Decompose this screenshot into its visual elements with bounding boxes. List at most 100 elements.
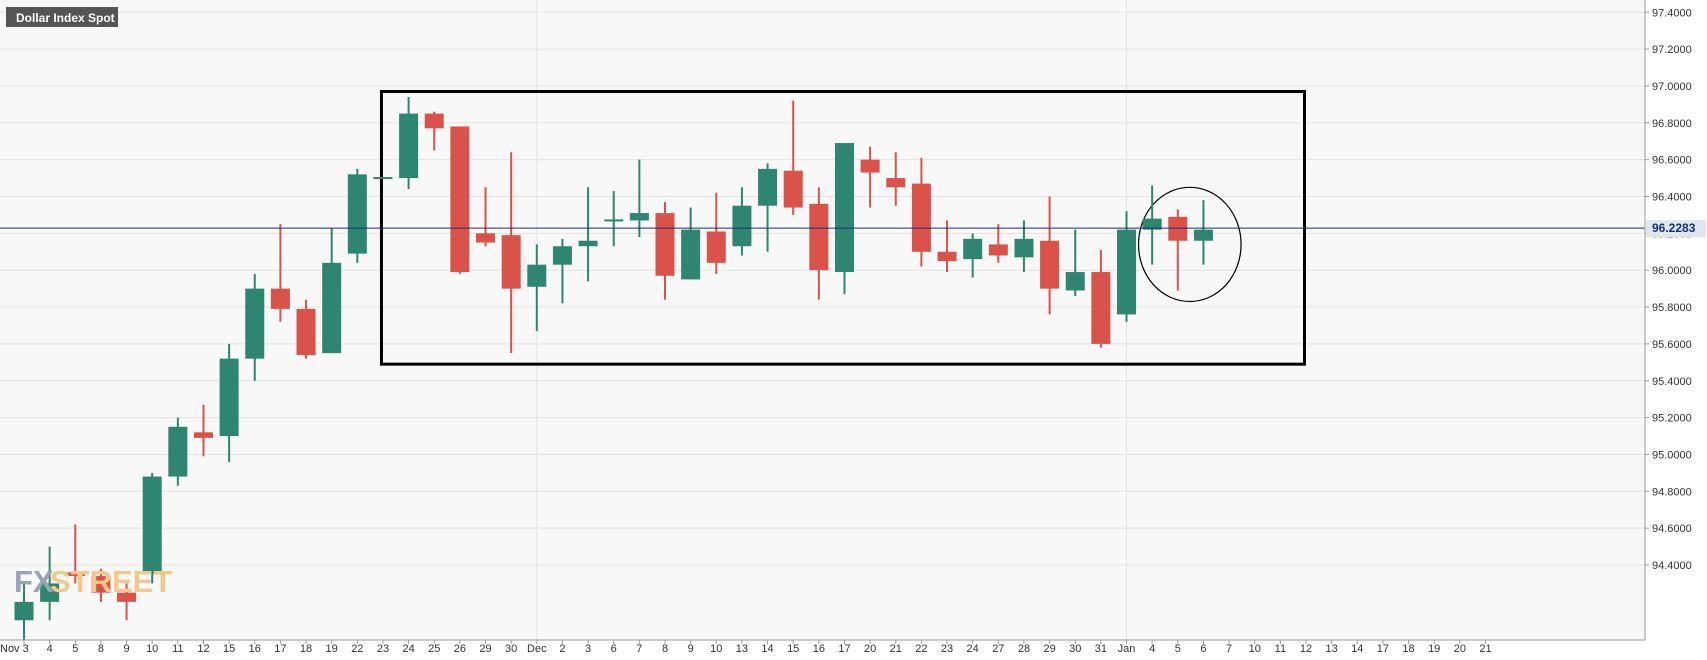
candle-body [937,251,957,261]
x-tick-label: 24 [402,643,414,655]
x-tick-label: Nov 3 [0,643,29,655]
candle-body [706,231,726,263]
x-tick-label: 5 [72,643,78,655]
candle-body [1040,240,1060,289]
x-tick-label: 2 [559,643,565,655]
candle-body [142,476,162,575]
y-tick-label: 94.8000 [1652,486,1692,498]
x-tick-label: 6 [611,643,617,655]
x-tick-label: 8 [98,643,104,655]
candle-body [117,592,137,602]
x-tick-label: 29 [1043,643,1055,655]
candle-body [65,572,85,577]
plot-background [0,0,1645,640]
candle-body [476,233,496,243]
candles-layer [14,97,1213,640]
watermark-street: STREET [50,564,172,599]
x-tick-label: 7 [636,643,642,655]
y-tick-label: 95.0000 [1652,449,1692,461]
candle-body [732,205,752,247]
y-tick-label: 95.8000 [1652,302,1692,314]
candle-body [834,143,854,273]
candle-body [270,288,290,309]
candle-body [552,246,572,265]
y-tick-label: 96.6000 [1652,155,1692,167]
x-tick-label: 23 [377,643,389,655]
x-tick-label: 22 [915,643,927,655]
x-tick-label: 6 [1200,643,1206,655]
candle-body [219,358,239,437]
chart-title-badge: Dollar Index Spot [6,7,118,27]
candle-body [193,432,213,438]
x-tick-label: 19 [326,643,338,655]
candle-body [14,601,34,621]
x-tick-label: 27 [992,643,1004,655]
x-tick-label: 28 [1018,643,1030,655]
candle-body [758,168,778,206]
last-price-label: 96.2283 [1652,221,1696,235]
x-tick-label: 20 [864,643,876,655]
x-tick-label: 30 [1069,643,1081,655]
x-tick-label: 31 [1095,643,1107,655]
x-tick-label: 14 [1351,643,1363,655]
candle-body [860,159,880,173]
candle-body [424,113,444,129]
x-tick-label: 11 [1275,643,1286,655]
candle-body [168,426,188,477]
candle-body [629,213,649,221]
x-tick-label: 14 [761,643,773,655]
x-tick-label: 10 [710,643,722,655]
x-tick-label: Jan [1118,643,1136,655]
x-tick-label: 23 [941,643,953,655]
last-price-tag: 96.2283 [1646,220,1706,238]
x-tick-label: 25 [428,643,440,655]
candle-body [886,178,906,188]
candle-body [296,308,316,355]
candle-body [578,240,598,247]
y-axis: 94.4000 94.6000 94.8000 95.0000 95.2000 95.40… [1645,7,1692,572]
candle-body [783,170,803,208]
x-tick-label: 8 [662,643,668,655]
x-axis: Nov 3 4 5 8 9 10 11 12 15 16 17 18 19 22 23 24 25 26 29 30 D… [0,640,1492,655]
x-tick-label: 18 [300,643,312,655]
x-tick-label: 7 [1226,643,1232,655]
x-tick-label: 12 [1300,643,1312,655]
fxstreet-watermark: FX STREET [14,564,172,599]
x-tick-label: 20 [1454,643,1466,655]
x-tick-label: 30 [505,643,517,655]
y-tick-label: 95.4000 [1652,376,1692,388]
chart-title: Dollar Index Spot [16,11,115,25]
candle-body [322,262,342,354]
x-tick-label: 9 [123,643,129,655]
x-tick-label: 22 [351,643,363,655]
chart-title-background [6,7,118,27]
candle-body [963,238,983,260]
candle-body [1193,229,1213,241]
candle-body [450,126,470,273]
candle-body [1014,238,1034,258]
x-tick-label: 24 [967,643,979,655]
x-tick-label: 18 [1402,643,1414,655]
candle-body [501,235,521,289]
x-tick-label: 4 [47,643,53,655]
x-tick-label: 17 [274,643,286,655]
x-tick-label: 3 [585,643,591,655]
highlight-ellipse [1137,186,1242,303]
y-tick-label: 94.4000 [1652,560,1692,572]
y-tick-label: 97.2000 [1652,44,1692,56]
y-tick-label: 97.4000 [1652,7,1692,19]
candle-body [91,576,111,593]
candle-body [655,213,675,276]
candle-body [1142,218,1162,230]
candle-body [1168,216,1188,241]
x-tick-label: 4 [1149,643,1155,655]
candle-body [988,244,1008,256]
candle-body [809,203,829,271]
x-tick-label: 29 [479,643,491,655]
x-tick-label: 16 [249,643,261,655]
x-tick-label: 26 [454,643,466,655]
x-tick-label: 12 [197,643,209,655]
x-tick-label: 15 [223,643,235,655]
candle-body [1091,272,1111,344]
x-tick-label: 5 [1175,643,1181,655]
